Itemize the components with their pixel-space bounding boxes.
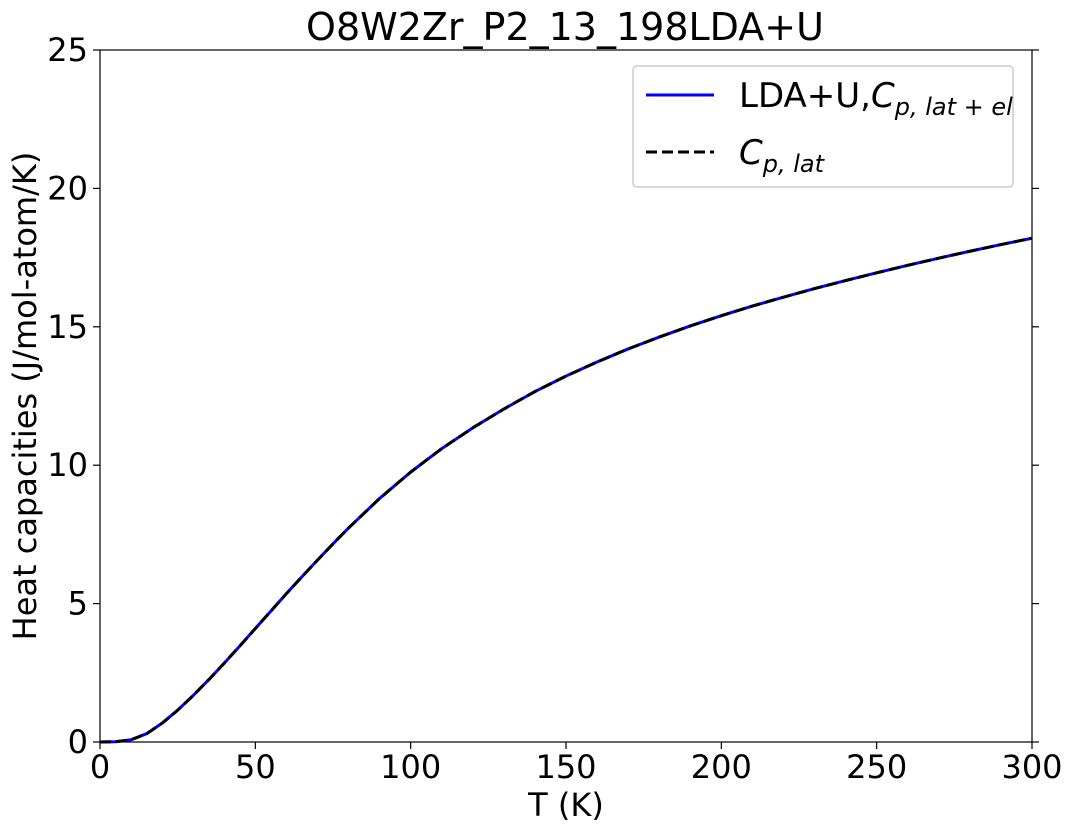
series-line-0 [99, 236, 1033, 744]
x-tick-label: 0 [90, 748, 110, 786]
series-line-1 [99, 236, 1033, 744]
x-axis-title: T (K) [527, 786, 604, 824]
y-tick-label: 10 [47, 446, 88, 484]
y-tick-label: 20 [47, 169, 88, 207]
y-tick-label: 25 [47, 31, 88, 69]
legend-symbol: C [871, 76, 895, 116]
y-axis-title: Heat capacities (J/mol-atom/K) [6, 152, 44, 641]
legend-prefix: LDA+U, [739, 76, 871, 116]
x-tick-label: 150 [535, 748, 596, 786]
y-tick-label: 15 [47, 308, 88, 346]
legend-subscript: p, lat [762, 150, 826, 178]
chart-title: O8W2Zr_P2_13_198LDA+U [306, 5, 824, 49]
legend-subscript: p, lat + el [894, 93, 1013, 121]
legend-symbol: C [739, 133, 763, 173]
x-tick-label: 250 [846, 748, 907, 786]
axis-ticks: 0 50 100 150 200 250 300 0 5 10 15 20 25 [47, 31, 1062, 786]
legend: LDA+U,Cp, lat + el Cp, lat [632, 65, 1014, 188]
x-tick-label: 50 [235, 748, 276, 786]
x-tick-label: 300 [1001, 748, 1062, 786]
y-tick-label: 5 [68, 585, 88, 623]
legend-label-lda-u-cp-lat-el: LDA+U,Cp, lat + el [739, 76, 1013, 121]
x-tick-label: 200 [691, 748, 752, 786]
x-tick-label: 100 [380, 748, 441, 786]
legend-label-cp-lat: Cp, lat [739, 133, 826, 178]
y-tick-label: 0 [68, 723, 88, 761]
series-layer [99, 236, 1033, 744]
legend-box [632, 65, 1014, 188]
